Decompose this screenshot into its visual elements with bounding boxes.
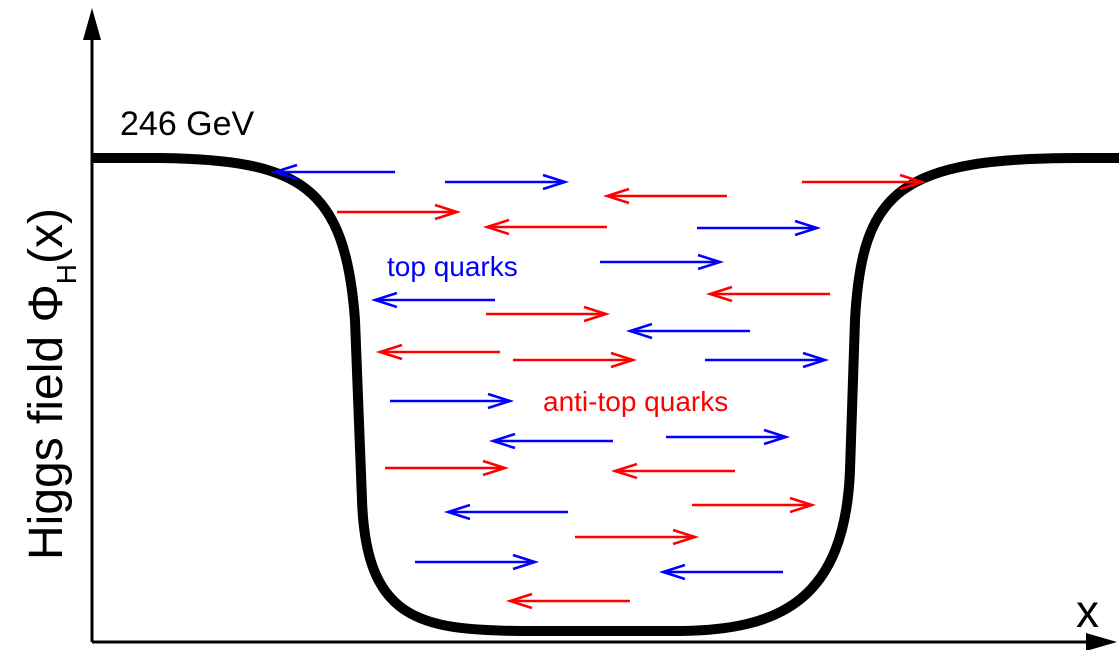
arrow-head-icon — [763, 428, 791, 446]
anti-top-quark-arrow — [610, 462, 735, 480]
quark-arrows — [270, 163, 927, 610]
arrow-head-icon — [482, 459, 510, 477]
arrow-head-icon — [505, 592, 533, 610]
top-quark-arrow — [390, 392, 515, 410]
anti-top-quark-arrow — [602, 187, 727, 205]
arrow-head-icon — [370, 291, 398, 309]
arrow-head-icon — [610, 462, 638, 480]
higgs-profile-curve — [92, 153, 1119, 636]
arrow-head-icon — [794, 219, 822, 237]
arrow-head-icon — [434, 203, 462, 221]
arrow-head-icon — [802, 351, 830, 369]
top-quark-arrow — [697, 219, 822, 237]
y-axis-arrow-icon — [83, 8, 101, 40]
top-quark-arrow — [443, 503, 568, 521]
arrow-head-icon — [270, 163, 298, 181]
arrow-head-icon — [899, 173, 927, 191]
arrow-head-icon — [487, 392, 515, 410]
top-quark-arrow — [658, 563, 783, 581]
x-axis-arrow-icon — [1086, 633, 1117, 650]
top-quark-arrow — [445, 173, 570, 191]
anti-top-quark-arrow — [802, 173, 927, 191]
anti-top-quarks-label: anti-top quarks — [543, 386, 728, 417]
anti-top-quark-arrow — [575, 528, 700, 546]
arrow-head-icon — [697, 253, 725, 271]
arrow-head-icon — [602, 187, 630, 205]
y-axis-label-tail: (x) — [20, 208, 73, 264]
anti-top-quark-arrow — [375, 343, 500, 361]
anti-top-quark-arrow — [337, 203, 462, 221]
anti-top-quark-arrow — [692, 496, 817, 514]
top-quark-arrow — [600, 253, 725, 271]
top-quarks-label: top quarks — [387, 251, 518, 282]
anti-top-quark-arrow — [513, 351, 638, 369]
anti-top-quark-arrow — [482, 218, 607, 236]
arrow-head-icon — [542, 173, 570, 191]
svg-text:Higgs field ΦH(x): Higgs field ΦH(x) — [20, 208, 82, 560]
arrow-head-icon — [789, 496, 817, 514]
arrow-head-icon — [512, 553, 540, 571]
anti-top-quark-arrow — [505, 592, 630, 610]
top-quark-arrow — [625, 322, 750, 340]
anti-top-quark-arrow — [385, 459, 510, 477]
top-quark-arrow — [705, 351, 830, 369]
arrow-head-icon — [488, 432, 516, 450]
arrow-head-icon — [443, 503, 471, 521]
anti-top-quark-arrow — [705, 285, 830, 303]
arrow-head-icon — [583, 305, 611, 323]
arrow-head-icon — [375, 343, 403, 361]
vev-label: 246 GeV — [120, 105, 255, 143]
top-quark-arrow — [488, 432, 613, 450]
y-axis-label-subscript: H — [51, 264, 82, 284]
top-quark-arrow — [666, 428, 791, 446]
arrow-head-icon — [672, 528, 700, 546]
top-quark-arrow — [415, 553, 540, 571]
arrow-head-icon — [482, 218, 510, 236]
top-quark-arrow — [370, 291, 495, 309]
anti-top-quark-arrow — [486, 305, 611, 323]
top-quark-arrow — [270, 163, 395, 181]
arrow-head-icon — [658, 563, 686, 581]
y-axis-label-main: Higgs field Φ — [20, 284, 73, 560]
x-axis-label: x — [1076, 585, 1099, 637]
arrow-head-icon — [610, 351, 638, 369]
y-axis-label: Higgs field ΦH(x) — [20, 208, 82, 560]
arrow-head-icon — [625, 322, 653, 340]
arrow-head-icon — [705, 285, 733, 303]
